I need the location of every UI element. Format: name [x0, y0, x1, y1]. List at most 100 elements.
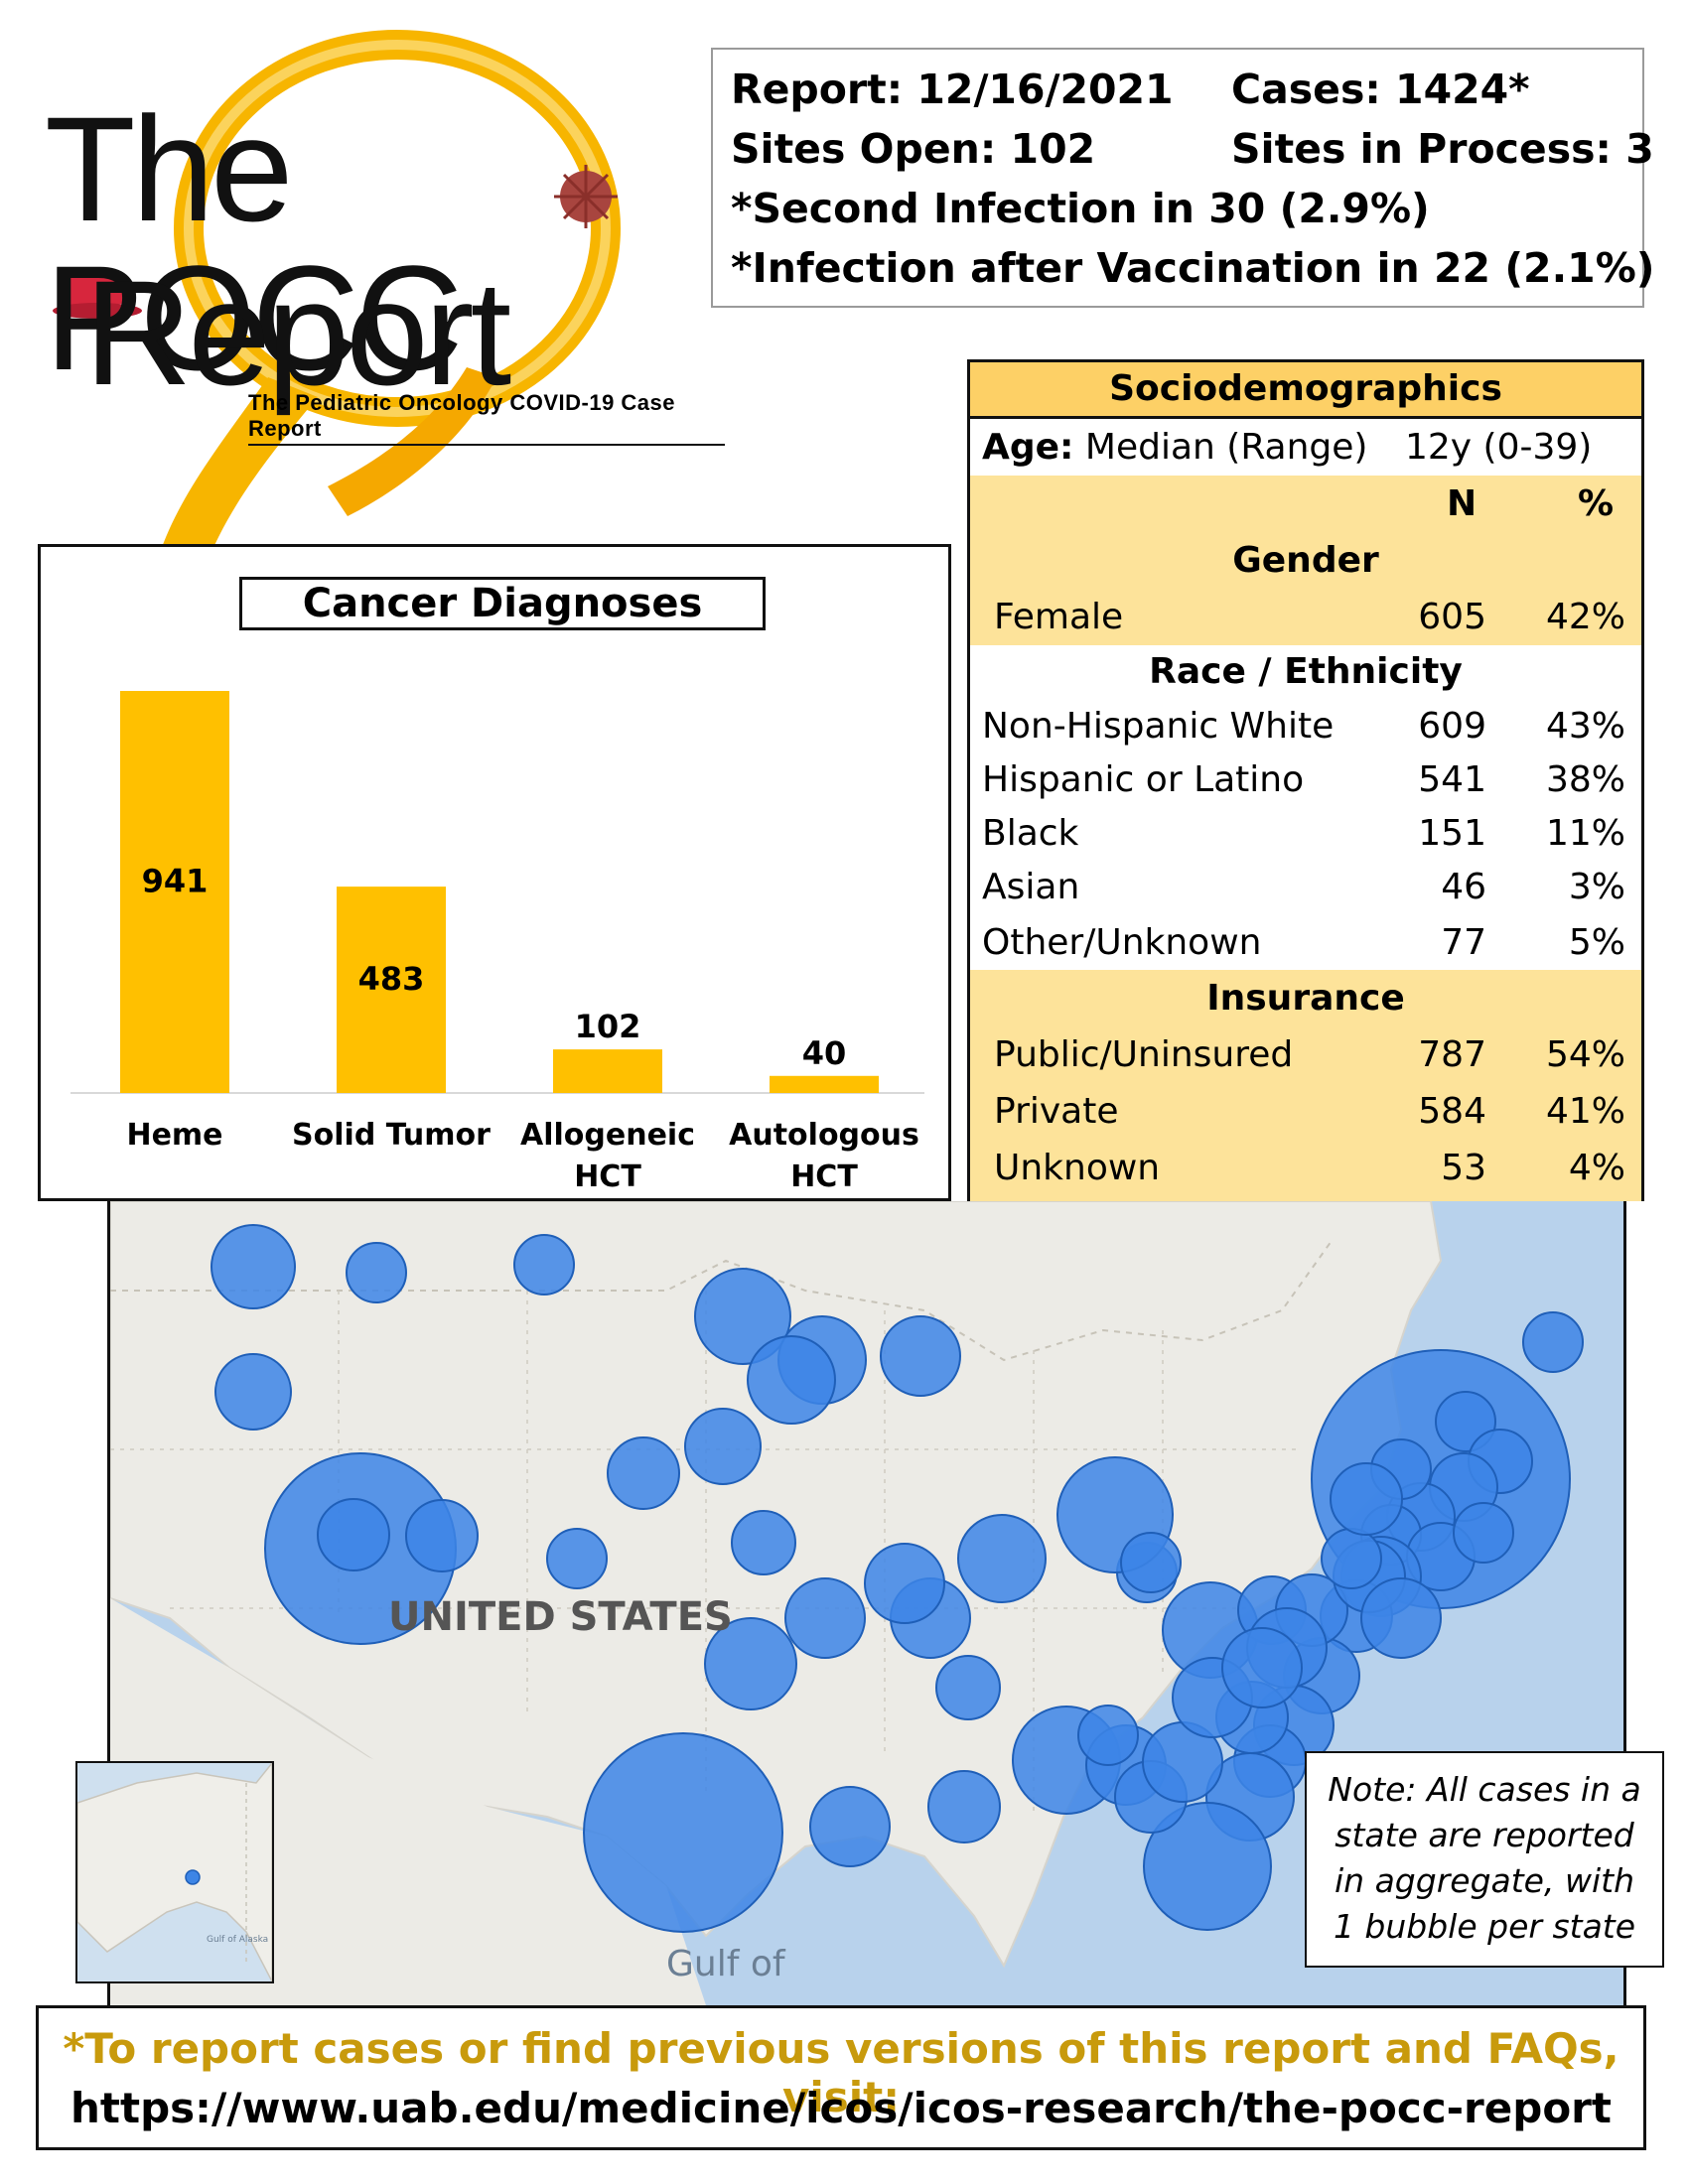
race-header: Race / Ethnicity	[1149, 651, 1463, 692]
insurance-header: Insurance	[1206, 978, 1405, 1019]
bar-value-label: 102	[575, 1008, 641, 1045]
insurance-label: Public/Uninsured	[994, 1034, 1294, 1075]
logo-subtitle: The Pediatric Oncology COVID-19 Case Rep…	[248, 390, 725, 446]
age-label: Age:	[982, 427, 1074, 468]
race-row: Black 151 11%	[970, 807, 1641, 861]
case-bubble	[864, 1543, 945, 1624]
second-infection: *Second Infection in 30 (2.9%)	[731, 185, 1430, 232]
case-bubble	[607, 1436, 680, 1510]
insurance-n: 584	[1418, 1091, 1486, 1132]
insurance-label: Unknown	[994, 1148, 1161, 1188]
bar-value-label: 483	[358, 960, 425, 998]
insurance-header-row: Insurance	[970, 970, 1641, 1026]
case-bubble	[1321, 1528, 1382, 1589]
column-header-row: N %	[970, 476, 1641, 532]
insurance-pct: 41%	[1545, 1091, 1625, 1132]
race-label: Hispanic or Latino	[982, 759, 1305, 800]
category-label: HCT	[574, 1160, 641, 1194]
socio-title: Sociodemographics	[1109, 368, 1502, 409]
case-bubble	[405, 1499, 479, 1572]
gulf-label: Gulf of	[666, 1944, 786, 1984]
insurance-n: 787	[1418, 1034, 1486, 1075]
sites-in-process: Sites in Process: 3	[1231, 125, 1654, 173]
case-bubble	[927, 1770, 1001, 1843]
race-row: Asian 46 3%	[970, 861, 1641, 914]
age-row: Age: Median (Range) 12y (0-39)	[970, 419, 1641, 476]
race-row: Hispanic or Latino 541 38%	[970, 753, 1641, 807]
map-note-line: Note: All cases in a	[1328, 1770, 1641, 1809]
race-header-row: Race / Ethnicity	[970, 645, 1641, 700]
case-bubble	[1120, 1532, 1182, 1593]
age-desc: Median (Range)	[1084, 427, 1368, 468]
category-label: HCT	[790, 1160, 858, 1194]
column-n: N	[1447, 483, 1477, 524]
bar	[553, 1049, 662, 1093]
category-label: Heme	[126, 1118, 222, 1153]
column-pct: %	[1578, 483, 1615, 524]
race-row: Non-Hispanic White 609 43%	[970, 700, 1641, 753]
race-pct: 5%	[1568, 922, 1625, 963]
case-bubble	[704, 1617, 797, 1710]
gender-label: Female	[994, 597, 1124, 637]
race-n: 151	[1418, 813, 1486, 854]
insurance-row: Unknown 53 4%	[970, 1140, 1641, 1201]
race-pct: 38%	[1545, 759, 1625, 800]
bar	[770, 1075, 879, 1093]
map-note-line: state are reported	[1335, 1816, 1634, 1854]
race-n: 609	[1418, 706, 1486, 747]
case-bubble	[809, 1786, 891, 1867]
race-pct: 43%	[1545, 706, 1625, 747]
race-pct: 3%	[1568, 867, 1625, 907]
case-bubble	[957, 1514, 1047, 1603]
canada-border	[110, 1240, 1333, 1362]
gender-n: 605	[1418, 597, 1486, 637]
bar-chart-svg: 941 Heme 483 Solid Tumor 102 Allogeneic HCT 40 A…	[70, 691, 924, 1194]
race-label: Black	[982, 813, 1079, 854]
bar-value-label: 40	[802, 1034, 847, 1072]
insurance-n: 53	[1441, 1148, 1486, 1188]
category-label: Autologous	[729, 1118, 919, 1153]
case-bubble	[546, 1528, 608, 1589]
footer-url-link[interactable]: https://www.uab.edu/medicine/icos/icos-r…	[70, 2084, 1612, 2132]
socio-title-row: Sociodemographics	[970, 362, 1641, 419]
gender-pct: 42%	[1545, 597, 1625, 637]
race-n: 541	[1418, 759, 1486, 800]
infection-after-vaccination: *Infection after Vaccination in 22 (2.1%…	[731, 244, 1655, 292]
case-bubble	[694, 1268, 791, 1365]
case-bubble	[684, 1408, 762, 1485]
case-bubble	[1143, 1802, 1272, 1931]
report-date: Report: 12/16/2021	[731, 66, 1174, 113]
category-label: Allogeneic	[520, 1118, 695, 1153]
race-label: Asian	[982, 867, 1080, 907]
alaska-landmass	[77, 1763, 272, 1981]
footer-box: *To report cases or find previous versio…	[36, 2005, 1646, 2150]
case-bubble	[1330, 1462, 1403, 1536]
logo-title-line2: Report	[84, 249, 511, 416]
case-bubble	[784, 1577, 866, 1659]
case-bubble	[880, 1315, 961, 1397]
map-note-line: in aggregate, with	[1335, 1861, 1634, 1900]
race-label: Non-Hispanic White	[982, 706, 1335, 747]
footer-instructions: *To report cases or find previous versio…	[63, 2024, 1619, 2121]
cases-count: Cases: 1424*	[1231, 66, 1530, 113]
case-bubble	[214, 1353, 292, 1431]
race-n: 77	[1441, 922, 1486, 963]
case-bubble	[1522, 1311, 1584, 1373]
bar	[120, 691, 229, 1093]
pocc-logo: The POCC Report The Pediatric Oncology C…	[30, 20, 725, 576]
case-bubble	[1077, 1705, 1139, 1766]
case-bubble	[935, 1655, 1001, 1720]
report-summary-box: Report: 12/16/2021 Cases: 1424* Sites Op…	[711, 48, 1655, 308]
cancer-diagnoses-chart: Cancer Diagnoses 941 Heme 483 Solid Tumor 10…	[38, 544, 951, 1201]
country-label: UNITED STATES	[388, 1594, 733, 1640]
case-bubble	[1453, 1502, 1514, 1564]
case-bubble	[583, 1732, 783, 1933]
map-note-line: 1 bubble per state	[1333, 1907, 1636, 1946]
case-bubble	[317, 1498, 390, 1571]
case-bubble	[1221, 1627, 1303, 1708]
case-bubbles	[211, 1224, 1584, 1933]
awareness-ribbon-icon	[53, 30, 621, 571]
map-note: Note: All cases in a state are reported …	[1305, 1751, 1664, 1968]
alaska-gulf-label: Gulf of Alaska	[207, 1935, 268, 1945]
gender-header: Gender	[1232, 540, 1379, 581]
